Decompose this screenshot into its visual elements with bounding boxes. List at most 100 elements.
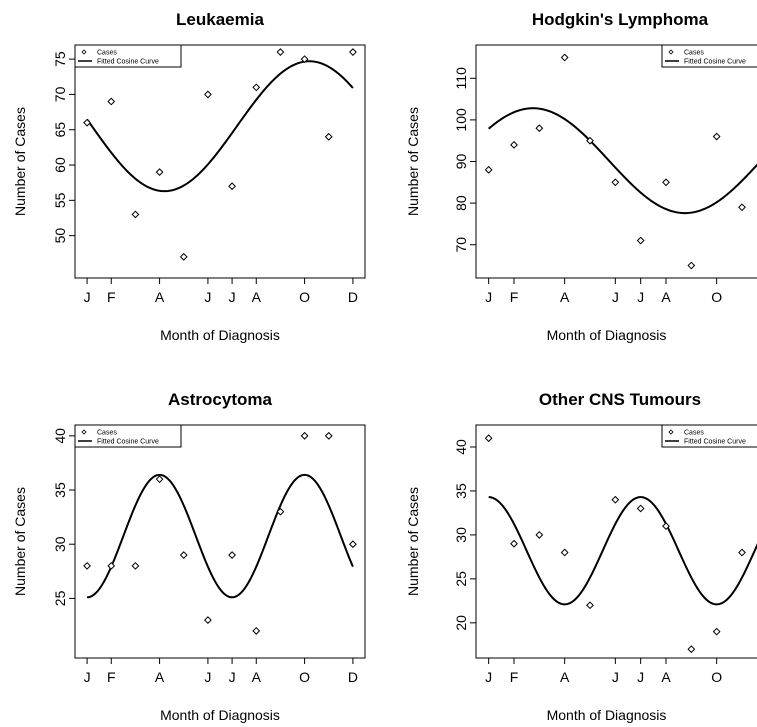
x-tick-label: J [637,669,644,685]
legend: Cases Fitted Cosine Curve [74,424,182,448]
x-tick-label: A [252,289,262,305]
y-tick-label: 25 [453,571,469,587]
x-tick-label: O [711,289,722,305]
data-point [636,504,645,513]
legend-label-curve: Fitted Cosine Curve [97,59,159,66]
x-tick-label: J [229,669,236,685]
plot-frame [475,44,757,279]
y-axis-label: Number of Cases [12,487,28,596]
x-tick-label: F [107,289,116,305]
y-tick-label: 60 [52,157,68,173]
x-tick-label: A [252,669,262,685]
data-point [560,53,569,62]
data-point [484,165,493,174]
data-point [349,540,357,549]
legend-box [74,424,182,448]
y-axis-label: Number of Cases [405,487,421,596]
data-point [712,132,721,141]
y-tick-label: 110 [453,67,469,90]
legend-point-symbol [668,49,674,55]
x-tick-label: O [299,669,310,685]
fitted-cosine-curve [488,496,757,606]
x-tick-label: J [485,289,492,305]
legend-point-symbol [81,49,87,55]
legend-label-cases: Cases [97,50,117,57]
y-tick-label: 80 [453,195,469,211]
data-point [510,140,518,149]
x-tick-label: O [299,289,310,305]
data-point [276,48,285,56]
legend-box [74,44,182,68]
y-tick-label: 25 [52,590,68,606]
data-point [204,90,212,99]
fitted-cosine-curve [86,60,354,193]
legend-label-curve: Fitted Cosine Curve [684,439,746,446]
chart-title: Leukaemia [176,10,264,29]
fitted-cosine-curve [87,473,354,599]
data-point [228,182,236,191]
plot-frame [74,44,366,279]
data-point [324,132,333,141]
y-tick-label: 20 [453,615,469,631]
data-point [510,539,518,548]
legend-label-curve: Fitted Cosine Curve [97,439,159,446]
x-tick-label: J [612,289,619,305]
data-point [179,252,188,261]
legend-point-symbol [668,429,674,435]
data-point [738,548,746,557]
y-axis-label: Number of Cases [12,107,28,216]
x-tick-label: J [204,669,211,685]
data-point [484,434,493,443]
x-tick-label: F [107,669,116,685]
y-tick-label: 75 [52,51,68,67]
data-point [349,48,357,56]
data-point [131,210,140,219]
data-point [107,561,116,570]
y-tick-label: 65 [52,122,68,138]
data-point [324,431,333,440]
x-tick-label: J [485,669,492,685]
data-point [687,261,696,270]
y-tick-label: 70 [453,237,469,253]
x-tick-label: J [229,289,236,305]
x-tick-label: F [510,289,519,305]
x-tick-label: A [155,669,165,685]
legend-label-cases: Cases [684,430,704,437]
y-tick-label: 40 [52,428,68,444]
x-tick-label: J [84,289,91,305]
y-axis-label: Number of Cases [405,107,421,216]
data-point [535,124,544,133]
data-point [179,551,188,559]
fitted-cosine-curve [488,107,757,215]
legend-label-curve: Fitted Cosine Curve [684,59,746,66]
x-tick-label: O [711,669,722,685]
x-tick-label: F [510,669,519,685]
plot-frame [74,424,366,659]
legend: Cases Fitted Cosine Curve [661,424,757,448]
data-point [252,83,261,92]
x-tick-label: J [637,289,644,305]
data-point [300,431,309,440]
data-point [687,645,696,654]
data-point [155,475,164,484]
x-axis-label: Month of Diagnosis [160,327,280,343]
panel-2: Hodgkin's LymphomaJFAJJAOD708090100110Mo… [405,10,757,343]
data-point [131,561,140,570]
y-tick-label: 35 [52,482,68,498]
y-tick-label: 100 [453,108,469,132]
y-tick-label: 70 [52,86,68,102]
plot-frame [475,424,757,659]
legend-box [661,44,757,68]
data-point [155,168,164,176]
data-point [738,203,746,212]
data-point [560,548,569,557]
x-axis-label: Month of Diagnosis [547,327,667,343]
data-point [83,561,91,570]
data-point [662,178,670,187]
data-point [83,118,91,127]
legend: Cases Fitted Cosine Curve [661,44,757,68]
data-point [611,178,620,187]
x-tick-label: J [204,289,211,305]
data-point [586,601,594,610]
